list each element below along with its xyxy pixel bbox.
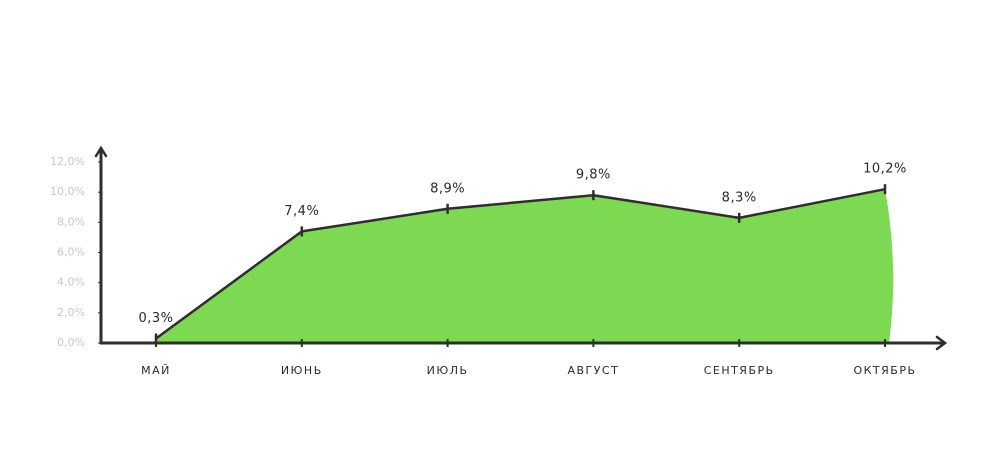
x-tick-label: ОКТЯБРЬ — [853, 364, 916, 377]
y-tick-label: 4,0% — [57, 276, 85, 289]
y-axis-arrow — [94, 145, 108, 158]
y-tick-label: 0,0% — [57, 336, 85, 349]
x-tick-label: ИЮНЬ — [281, 364, 323, 377]
value-label: 8,9% — [430, 181, 465, 196]
value-label: 9,8% — [576, 168, 611, 183]
value-label: 7,4% — [284, 204, 319, 219]
area — [156, 189, 894, 343]
y-tick-label: 12,0% — [50, 155, 85, 168]
y-tick-label: 8,0% — [57, 215, 85, 228]
x-tick-label: МАЙ — [141, 364, 171, 377]
x-tick-label: СЕНТЯБРЬ — [704, 364, 775, 377]
y-tick-label: 2,0% — [57, 306, 85, 319]
value-label: 0,3% — [138, 311, 173, 326]
line — [155, 187, 886, 340]
x-axis-arrow — [935, 335, 948, 351]
y-tick-label: 6,0% — [57, 246, 85, 259]
value-label: 10,2% — [863, 162, 907, 177]
y-tick-label: 10,0% — [50, 185, 85, 198]
plot-area — [156, 189, 894, 343]
x-tick-label: ИЮЛЬ — [427, 364, 469, 377]
value-label: 8,3% — [722, 190, 757, 205]
x-tick-label: АВГУСТ — [567, 364, 619, 377]
